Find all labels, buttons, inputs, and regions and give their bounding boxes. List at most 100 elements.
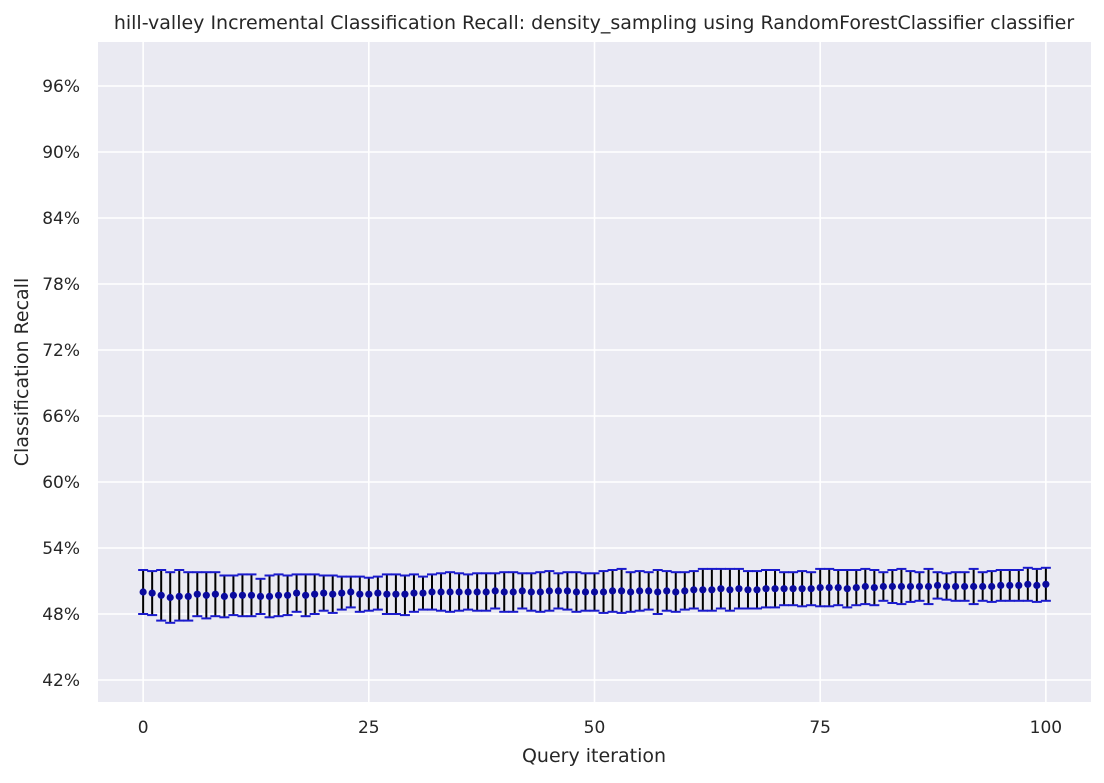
chart-title: hill-valley Incremental Classification R… [114, 12, 1075, 34]
data-point [383, 590, 391, 598]
data-point [708, 586, 716, 594]
data-point [834, 584, 842, 592]
data-point [464, 588, 472, 596]
data-point [473, 588, 481, 596]
y-axis-label: Classification Recall [11, 278, 33, 466]
data-point [536, 588, 544, 596]
data-point [951, 582, 960, 591]
data-point [446, 588, 454, 596]
data-point [238, 591, 247, 599]
data-point [157, 591, 165, 599]
y-tick-label: 66% [42, 407, 80, 427]
data-point [491, 587, 499, 595]
data-point [563, 587, 572, 595]
data-point [419, 589, 427, 597]
x-tick-label: 0 [138, 718, 149, 738]
data-point [148, 589, 156, 597]
data-point [843, 585, 851, 593]
x-tick-label: 50 [584, 718, 606, 738]
data-point [374, 589, 382, 597]
data-point [482, 588, 490, 596]
data-point [320, 589, 328, 597]
data-point [455, 588, 463, 596]
data-point [166, 593, 174, 602]
data-point [771, 585, 779, 593]
data-point [825, 584, 833, 592]
data-point [329, 590, 337, 598]
y-tick-labels: 42% 48% 54% 60% 66% 72% 78% 84% 90% 96% [42, 77, 80, 691]
data-point [807, 585, 815, 593]
data-point [762, 585, 770, 593]
y-tick-label: 78% [42, 275, 80, 295]
data-point [229, 591, 238, 599]
data-point [392, 590, 400, 598]
data-point [410, 589, 418, 597]
data-point [1006, 581, 1014, 590]
data-point [401, 590, 409, 598]
data-point [933, 581, 942, 590]
data-point [220, 592, 228, 601]
y-tick-label: 42% [42, 671, 80, 691]
data-point [1033, 581, 1041, 590]
y-tick-label: 48% [42, 605, 80, 625]
data-point [753, 586, 761, 594]
data-point [599, 588, 608, 596]
data-point [961, 582, 969, 591]
data-point [202, 591, 210, 599]
data-point [988, 582, 996, 591]
data-point [1042, 580, 1050, 588]
data-point [545, 587, 553, 595]
data-point [852, 584, 860, 592]
data-point [897, 582, 906, 591]
data-point [572, 588, 581, 596]
data-point [428, 588, 436, 596]
data-point [617, 587, 626, 595]
x-axis-label: Query iteration [522, 745, 666, 767]
data-point [527, 588, 535, 596]
data-point [915, 582, 924, 591]
data-point [970, 582, 978, 591]
data-point [780, 585, 788, 593]
data-point [356, 590, 364, 598]
data-point [554, 587, 562, 595]
y-tick-label: 96% [42, 77, 80, 97]
data-point [789, 585, 797, 593]
data-point [256, 592, 265, 601]
data-point [1015, 581, 1023, 590]
data-point [735, 585, 743, 593]
data-point [518, 587, 526, 595]
data-point [283, 591, 292, 599]
data-point [816, 584, 824, 592]
data-point [302, 591, 310, 599]
data-point [798, 585, 806, 593]
data-point [663, 587, 671, 595]
data-point [906, 582, 915, 591]
data-point [184, 592, 192, 601]
y-tick-label: 90% [42, 143, 80, 163]
data-point [672, 588, 680, 596]
data-point [139, 588, 147, 596]
data-points [139, 580, 1050, 602]
data-point [636, 587, 644, 595]
data-point [265, 592, 274, 601]
data-point [997, 581, 1005, 590]
data-point [193, 590, 201, 598]
data-point [311, 590, 319, 598]
y-tick-label: 72% [42, 341, 80, 361]
data-point [211, 590, 219, 598]
data-point [681, 587, 689, 595]
data-point [870, 584, 878, 592]
x-tick-labels: 0 25 50 75 100 [138, 718, 1062, 738]
data-point [627, 588, 635, 596]
data-point [888, 582, 897, 591]
data-point [509, 588, 517, 596]
data-point [293, 589, 301, 597]
grid [98, 42, 1091, 702]
data-point [590, 588, 599, 596]
data-point [726, 586, 734, 594]
y-tick-label: 60% [42, 473, 80, 493]
data-point [645, 587, 653, 595]
data-point [861, 582, 869, 591]
